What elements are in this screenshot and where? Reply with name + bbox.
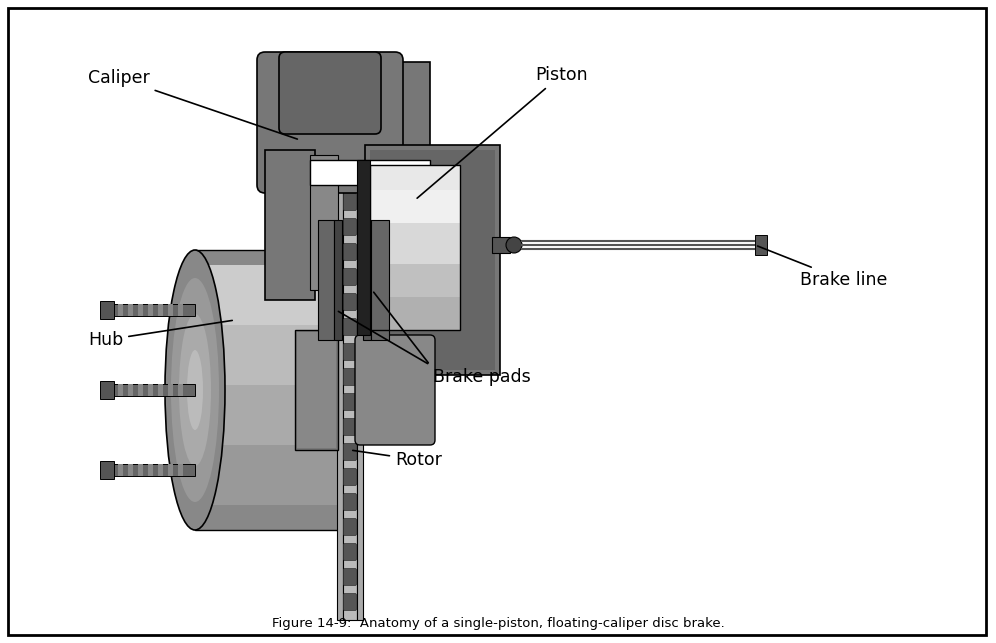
Text: Figure 14-9:  Anatomy of a single-piston, floating-caliper disc brake.: Figure 14-9: Anatomy of a single-piston,… — [272, 617, 724, 630]
Bar — [318, 220, 334, 340]
FancyBboxPatch shape — [344, 293, 357, 311]
Bar — [118, 304, 123, 316]
FancyBboxPatch shape — [344, 419, 357, 435]
Bar — [265, 150, 315, 300]
Bar — [357, 160, 370, 335]
Text: Caliper: Caliper — [88, 69, 298, 139]
Bar — [148, 384, 153, 396]
Ellipse shape — [187, 350, 203, 430]
Text: Piston: Piston — [417, 66, 588, 198]
Bar — [363, 345, 423, 435]
Bar — [118, 384, 123, 396]
FancyBboxPatch shape — [355, 335, 435, 445]
Bar — [334, 220, 342, 340]
Bar — [158, 304, 163, 316]
Ellipse shape — [179, 314, 211, 466]
Bar — [168, 384, 173, 396]
Bar — [100, 381, 114, 399]
Bar — [195, 265, 338, 325]
Bar — [138, 304, 143, 316]
Bar — [195, 250, 338, 530]
Bar — [100, 461, 114, 479]
Ellipse shape — [165, 250, 225, 530]
Bar — [178, 464, 183, 476]
Bar — [128, 464, 133, 476]
FancyBboxPatch shape — [344, 368, 357, 386]
FancyBboxPatch shape — [344, 69, 357, 86]
FancyBboxPatch shape — [344, 444, 357, 460]
Bar — [128, 304, 133, 316]
FancyBboxPatch shape — [344, 219, 357, 235]
Bar — [310, 155, 338, 290]
Bar — [158, 464, 163, 476]
Bar — [100, 301, 114, 319]
FancyBboxPatch shape — [344, 118, 357, 136]
FancyBboxPatch shape — [344, 394, 357, 410]
FancyBboxPatch shape — [344, 518, 357, 536]
Bar — [148, 304, 153, 316]
Bar — [138, 384, 143, 396]
Bar — [178, 304, 183, 316]
Bar — [755, 235, 767, 255]
FancyBboxPatch shape — [344, 194, 357, 210]
Bar — [178, 384, 183, 396]
Bar — [310, 160, 430, 185]
Bar — [118, 464, 123, 476]
Bar — [370, 165, 460, 330]
Bar — [337, 55, 343, 620]
Bar — [148, 464, 153, 476]
Bar — [363, 220, 371, 340]
FancyBboxPatch shape — [344, 93, 357, 111]
Bar — [108, 464, 113, 476]
Text: Brake line: Brake line — [758, 246, 887, 289]
Bar — [295, 330, 338, 450]
Ellipse shape — [171, 278, 219, 502]
Bar — [105, 464, 195, 476]
Text: Rotor: Rotor — [353, 450, 442, 469]
Bar — [365, 145, 500, 375]
FancyBboxPatch shape — [344, 143, 357, 161]
Bar — [343, 55, 357, 620]
Bar — [105, 304, 195, 316]
Text: Brake pads: Brake pads — [433, 368, 531, 386]
Text: Hub: Hub — [88, 320, 232, 349]
Bar — [168, 304, 173, 316]
FancyBboxPatch shape — [344, 568, 357, 586]
Bar — [357, 55, 363, 620]
Bar — [195, 325, 338, 385]
Bar — [265, 62, 430, 182]
Bar — [108, 304, 113, 316]
FancyBboxPatch shape — [344, 244, 357, 260]
FancyBboxPatch shape — [344, 593, 357, 610]
Bar — [138, 464, 143, 476]
Bar — [297, 332, 336, 448]
FancyBboxPatch shape — [344, 493, 357, 511]
Bar — [370, 150, 495, 370]
Bar — [371, 220, 389, 340]
FancyBboxPatch shape — [344, 168, 357, 185]
Bar — [105, 384, 195, 396]
FancyBboxPatch shape — [257, 52, 403, 193]
Bar — [370, 165, 460, 330]
Bar — [195, 445, 338, 505]
Bar — [370, 190, 460, 222]
Bar — [370, 264, 460, 297]
Bar — [108, 384, 113, 396]
FancyBboxPatch shape — [344, 318, 357, 336]
Bar — [492, 237, 510, 253]
FancyBboxPatch shape — [344, 343, 357, 361]
Bar — [370, 297, 460, 330]
Bar — [195, 385, 338, 445]
Bar — [195, 505, 338, 525]
Bar — [370, 222, 460, 264]
Bar — [370, 165, 460, 190]
FancyBboxPatch shape — [344, 469, 357, 485]
FancyBboxPatch shape — [344, 543, 357, 561]
Bar — [128, 384, 133, 396]
FancyBboxPatch shape — [279, 52, 381, 134]
Bar — [158, 384, 163, 396]
FancyBboxPatch shape — [344, 269, 357, 285]
Circle shape — [506, 237, 522, 253]
Bar — [168, 464, 173, 476]
